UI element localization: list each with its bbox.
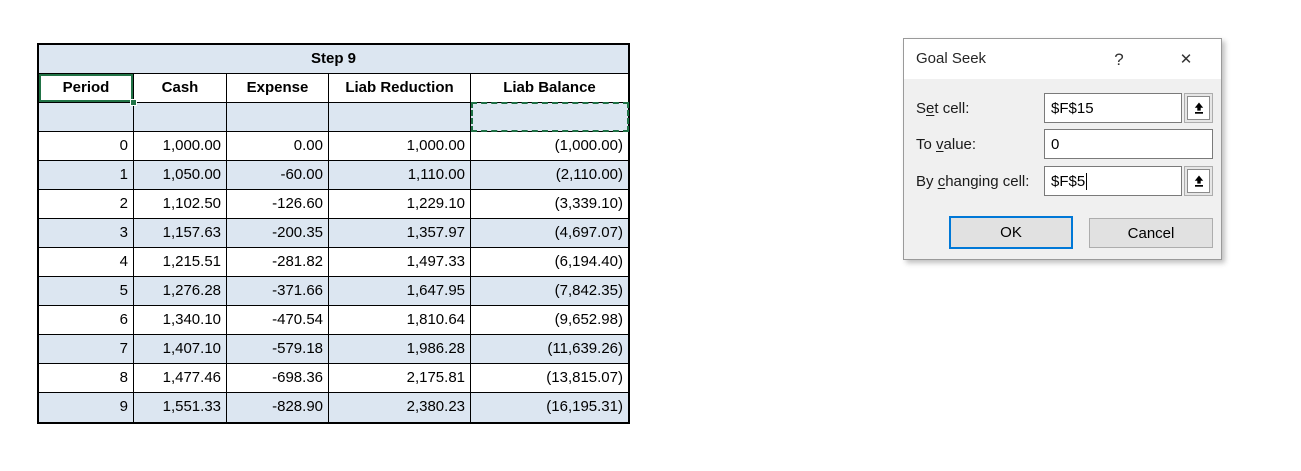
table-cell[interactable]: (11,639.26) [471, 335, 628, 364]
by-changing-cell-label: By changing cell: [916, 172, 1030, 190]
table-cell[interactable]: 6 [39, 306, 134, 335]
column-header-liab-reduction[interactable]: Liab Reduction [329, 74, 471, 103]
field-row-to-value: To value: 0 [916, 129, 1213, 159]
table-cell[interactable]: (6,194.40) [471, 248, 628, 277]
table-cell[interactable]: -579.18 [227, 335, 329, 364]
dialog-titlebar: Goal Seek ? ✕ [904, 39, 1221, 79]
table-cell[interactable]: 8 [39, 364, 134, 393]
table-cell[interactable]: 1,229.10 [329, 190, 471, 219]
spacer-cell[interactable] [134, 103, 227, 132]
text-cursor [1086, 172, 1088, 190]
table-cell[interactable]: 2,380.23 [329, 393, 471, 422]
table-cell[interactable]: -281.82 [227, 248, 329, 277]
table-cell[interactable]: 4 [39, 248, 134, 277]
table-title[interactable]: Step 9 [39, 45, 628, 74]
table-cell[interactable]: -470.54 [227, 306, 329, 335]
table-cell[interactable]: 1,110.00 [329, 161, 471, 190]
table-cell[interactable]: 1,810.64 [329, 306, 471, 335]
table-cell[interactable]: 1,986.28 [329, 335, 471, 364]
table-cell[interactable]: 1,276.28 [134, 277, 227, 306]
table-cell[interactable]: -698.36 [227, 364, 329, 393]
table-cell[interactable]: 1,000.00 [329, 132, 471, 161]
collapse-dialog-icon[interactable] [1184, 93, 1213, 123]
table-cell[interactable]: (4,697.07) [471, 219, 628, 248]
spacer-cell[interactable] [227, 103, 329, 132]
table-cell[interactable]: 1,000.00 [134, 132, 227, 161]
table-cell[interactable]: 1 [39, 161, 134, 190]
table-cell[interactable]: (7,842.35) [471, 277, 628, 306]
field-row-set-cell: Set cell: $F$15 [916, 93, 1213, 123]
table-cell[interactable]: 1,215.51 [134, 248, 227, 277]
table-cell[interactable]: (2,110.00) [471, 161, 628, 190]
table-cell[interactable]: 1,102.50 [134, 190, 227, 219]
table-cell[interactable]: 1,357.97 [329, 219, 471, 248]
table-cell[interactable]: 0 [39, 132, 134, 161]
by-changing-cell-input[interactable]: $F$5 [1044, 166, 1182, 196]
spreadsheet-table: Step 9 Period Cash Expense Liab Reduction Li… [37, 43, 630, 424]
dialog-title: Goal Seek [916, 50, 987, 67]
fill-handle[interactable] [130, 99, 137, 106]
table-cell[interactable]: 1,647.95 [329, 277, 471, 306]
set-cell-label: Set cell: [916, 99, 970, 117]
table-cell[interactable]: 1,157.63 [134, 219, 227, 248]
column-header-liab-balance[interactable]: Liab Balance [471, 74, 628, 103]
spacer-cell[interactable] [39, 103, 134, 132]
collapse-dialog-icon[interactable] [1184, 166, 1213, 196]
spacer-cell[interactable] [329, 103, 471, 132]
table-cell[interactable]: 5 [39, 277, 134, 306]
column-header-period[interactable]: Period [39, 74, 137, 106]
table-cell[interactable]: -371.66 [227, 277, 329, 306]
table-cell[interactable]: 7 [39, 335, 134, 364]
help-icon[interactable]: ? [1104, 39, 1134, 79]
marching-ants-selection [471, 102, 629, 132]
table-cell[interactable]: 0.00 [227, 132, 329, 161]
cancel-button[interactable]: Cancel [1089, 218, 1213, 248]
close-icon[interactable]: ✕ [1171, 39, 1201, 79]
table-cell[interactable]: 1,477.46 [134, 364, 227, 393]
table-cell[interactable]: 1,551.33 [134, 393, 227, 422]
table-cell[interactable]: (16,195.31) [471, 393, 628, 422]
goal-seek-dialog: Goal Seek ? ✕ OK Cancel Set cell: $F$15 To… [903, 38, 1222, 260]
column-header-cash[interactable]: Cash [134, 74, 227, 103]
table-cell[interactable]: 2,175.81 [329, 364, 471, 393]
set-cell-input[interactable]: $F$15 [1044, 93, 1182, 123]
to-value-label: To value: [916, 135, 977, 153]
table-cell[interactable]: -60.00 [227, 161, 329, 190]
ok-button[interactable]: OK [949, 216, 1073, 249]
field-row-by-changing-cell: By changing cell: $F$5 [916, 166, 1213, 196]
table-cell[interactable]: -828.90 [227, 393, 329, 422]
table-cell[interactable]: (13,815.07) [471, 364, 628, 393]
table-cell[interactable]: 3 [39, 219, 134, 248]
table-cell[interactable]: -126.60 [227, 190, 329, 219]
table-cell[interactable]: 1,497.33 [329, 248, 471, 277]
table-cell[interactable]: (3,339.10) [471, 190, 628, 219]
table-cell[interactable]: 1,407.10 [134, 335, 227, 364]
table-cell[interactable]: -200.35 [227, 219, 329, 248]
table-cell[interactable]: 1,050.00 [134, 161, 227, 190]
table-cell[interactable]: (9,652.98) [471, 306, 628, 335]
table-cell[interactable]: 1,340.10 [134, 306, 227, 335]
spacer-cell[interactable] [471, 102, 629, 132]
table-cell[interactable]: 9 [39, 393, 134, 422]
table-cell[interactable]: 2 [39, 190, 134, 219]
column-header-expense[interactable]: Expense [227, 74, 329, 103]
table-cell[interactable]: (1,000.00) [471, 132, 628, 161]
to-value-input[interactable]: 0 [1044, 129, 1213, 159]
